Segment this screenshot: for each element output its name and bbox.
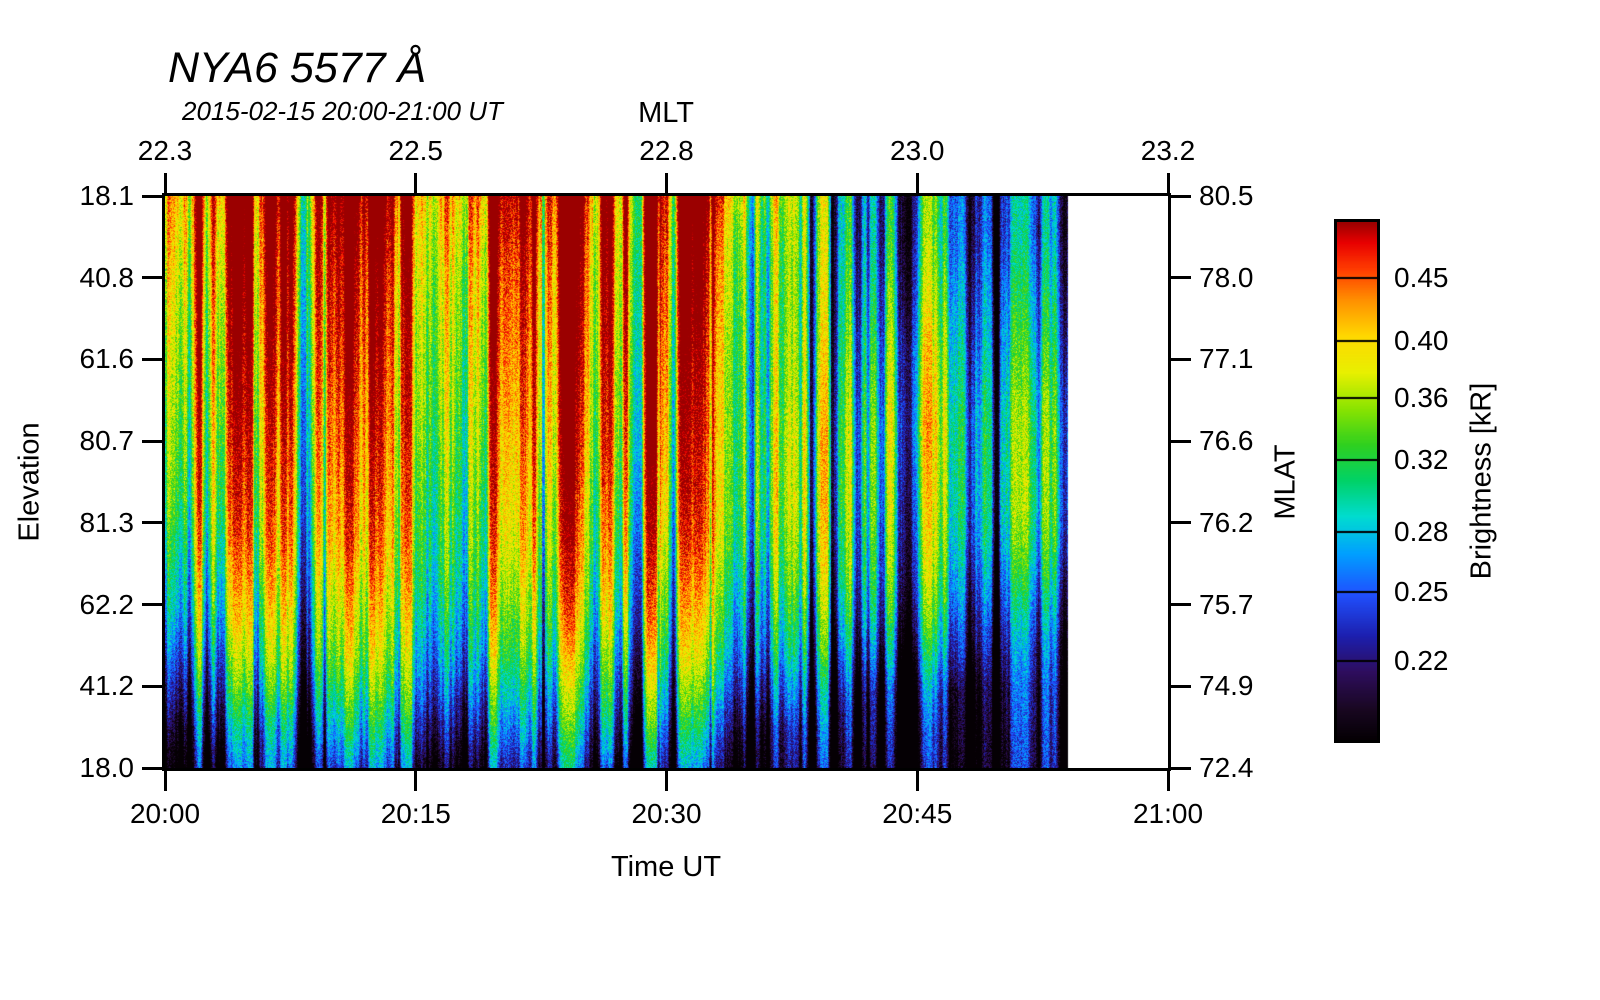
axis-tick-top	[665, 173, 668, 193]
axis-tick-left	[142, 603, 162, 607]
tick-label-left: 18.1	[79, 180, 135, 211]
tick-label-left: 61.6	[79, 343, 135, 375]
axis-tick-right	[1171, 357, 1191, 361]
tick-label-right: 75.7	[1199, 588, 1254, 620]
colorbar-tick-label: 0.25	[1394, 576, 1449, 607]
tick-label-top: 22.8	[639, 135, 694, 166]
axis-tick-right	[1171, 684, 1191, 688]
axis-tick-right	[1171, 766, 1191, 770]
tick-label-left: 80.7	[79, 425, 135, 457]
axis-tick-left	[142, 766, 162, 770]
tick-label-right: 80.5	[1199, 180, 1254, 211]
heatmap-canvas	[165, 196, 1168, 768]
tick-label-top: 22.5	[388, 135, 444, 166]
tick-label-right: 77.1	[1199, 343, 1254, 375]
chart-title: NYA6 5577 Å	[168, 44, 427, 92]
tick-label-left: 62.2	[79, 588, 135, 620]
tick-label-bottom: 20:00	[129, 798, 201, 829]
tick-label-bottom: 20:15	[380, 798, 451, 829]
tick-label-top: 23.2	[1140, 135, 1196, 166]
axis-tick-left	[142, 684, 162, 688]
axis-title-top: MLT	[638, 97, 694, 129]
chart-subtitle: 2015-02-15 20:00-21:00 UT	[182, 96, 503, 126]
tick-label-bottom: 20:30	[631, 798, 702, 829]
axis-tick-right	[1171, 276, 1191, 280]
colorbar-tick-label: 0.45	[1394, 262, 1449, 293]
axis-tick-top	[163, 173, 167, 193]
axis-tick-top	[414, 173, 418, 193]
axis-tick-bottom	[1166, 771, 1170, 791]
axis-tick-bottom	[414, 771, 418, 791]
plot-frame	[162, 193, 1171, 771]
tick-label-right: 72.4	[1199, 752, 1254, 783]
colorbar-canvas	[1337, 222, 1377, 740]
tick-label-left: 40.8	[79, 261, 135, 293]
colorbar-tick-label: 0.32	[1394, 444, 1449, 475]
tick-label-right: 74.9	[1199, 670, 1254, 702]
axis-tick-left	[142, 521, 162, 525]
axis-tick-left	[142, 276, 162, 280]
tick-label-right: 78.0	[1199, 261, 1254, 293]
axis-tick-right	[1171, 439, 1191, 443]
tick-label-bottom: 21:00	[1132, 798, 1204, 829]
tick-label-left: 81.3	[79, 506, 135, 538]
axis-tick-left	[142, 194, 162, 198]
axis-tick-right	[1171, 603, 1191, 607]
axis-tick-left	[142, 439, 162, 443]
colorbar-tick-label: 0.22	[1394, 645, 1449, 676]
colorbar-tick-label: 0.40	[1394, 325, 1449, 356]
axis-tick-top	[915, 173, 919, 193]
colorbar-tick-label: 0.36	[1394, 382, 1449, 413]
tick-label-top: 23.0	[890, 135, 945, 166]
axis-tick-left	[142, 357, 162, 361]
axis-title-bottom: Time UT	[610, 851, 722, 883]
tick-label-top: 22.3	[137, 135, 193, 166]
tick-label-left: 18.0	[79, 752, 135, 783]
tick-label-right: 76.2	[1199, 506, 1254, 538]
tick-label-right: 76.6	[1199, 425, 1254, 457]
axis-tick-right	[1171, 194, 1191, 198]
tick-label-left: 41.2	[79, 670, 135, 702]
tick-label-bottom: 20:45	[882, 798, 953, 829]
axis-tick-bottom	[915, 771, 919, 791]
axis-tick-bottom	[665, 771, 668, 791]
colorbar-tick-label: 0.28	[1394, 516, 1449, 547]
axis-tick-right	[1171, 521, 1191, 525]
colorbar	[1334, 219, 1380, 743]
axis-tick-bottom	[163, 771, 167, 791]
axis-tick-top	[1166, 173, 1170, 193]
